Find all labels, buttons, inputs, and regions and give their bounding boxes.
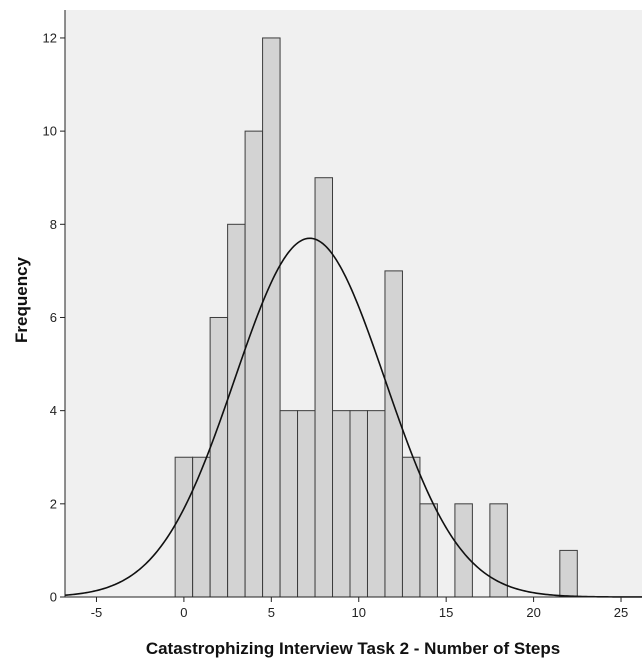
y-tick-label: 10 [43, 124, 57, 139]
histogram-bar [419, 503, 438, 598]
histogram-bar [297, 410, 316, 598]
histogram-bar [454, 503, 473, 598]
normal-curve [64, 237, 642, 598]
y-tick-label: 6 [50, 310, 57, 325]
x-tick-label: 5 [268, 605, 275, 620]
histogram-bar [401, 456, 421, 598]
histogram-bar [366, 410, 386, 598]
histogram-bar [559, 549, 578, 598]
x-tick-label: 15 [439, 605, 453, 620]
histogram-bar [349, 410, 368, 598]
histogram-bars [174, 37, 578, 598]
y-axis-ticks: 0 2 4 6 8 10 12 [43, 30, 65, 605]
histogram-bar [209, 316, 229, 598]
x-axis-ticks: -5 0 5 10 15 20 25 [91, 597, 628, 620]
histogram-bar [279, 410, 299, 598]
histogram-bar [384, 270, 403, 598]
x-tick-label: 20 [526, 605, 540, 620]
histogram-bar [174, 456, 194, 598]
x-tick-label: 10 [352, 605, 366, 620]
y-axis-title: Frequency [12, 256, 31, 343]
x-axis-title: Catastrophizing Interview Task 2 - Numbe… [146, 639, 560, 658]
histogram-bar [244, 130, 264, 598]
y-tick-label: 8 [50, 217, 57, 232]
y-tick-label: 0 [50, 590, 57, 605]
y-tick-label: 12 [43, 30, 57, 45]
y-tick-label: 4 [50, 403, 57, 418]
histogram-bar [192, 456, 211, 598]
histogram-bar [332, 410, 351, 598]
x-tick-label: 0 [180, 605, 187, 620]
histogram-bar [262, 37, 281, 598]
x-tick-label: -5 [91, 605, 103, 620]
x-tick-label: 25 [614, 605, 628, 620]
histogram-bar [489, 503, 508, 598]
histogram-bar [227, 223, 246, 598]
y-tick-label: 2 [50, 496, 57, 511]
